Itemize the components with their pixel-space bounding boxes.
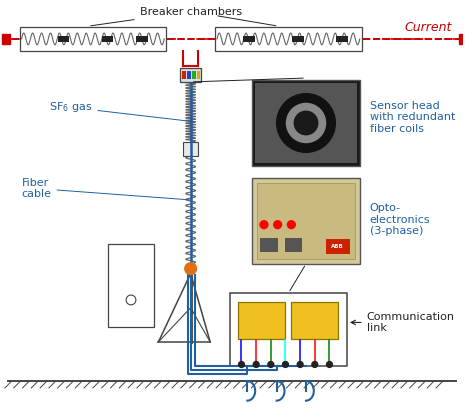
Circle shape — [286, 103, 326, 142]
Circle shape — [283, 362, 288, 368]
Bar — [19, 27, 166, 51]
Bar — [458, 34, 466, 44]
Bar — [136, 36, 147, 42]
Bar — [260, 239, 278, 252]
Bar — [257, 183, 355, 259]
Bar — [102, 36, 113, 42]
Bar — [108, 244, 155, 327]
Bar — [191, 71, 196, 79]
Circle shape — [297, 362, 303, 368]
Text: Breaker chambers: Breaker chambers — [91, 7, 242, 26]
Bar — [326, 239, 350, 254]
Circle shape — [260, 221, 268, 228]
Circle shape — [287, 221, 295, 228]
Bar — [244, 36, 255, 42]
Bar — [58, 36, 69, 42]
Bar — [252, 178, 360, 264]
Circle shape — [268, 362, 274, 368]
Bar — [187, 71, 191, 79]
Text: Sensor head
with redundant
fiber coils: Sensor head with redundant fiber coils — [370, 100, 455, 134]
Circle shape — [294, 111, 318, 135]
Circle shape — [274, 221, 282, 228]
Text: Fiber
cable: Fiber cable — [21, 178, 192, 200]
Bar — [2, 34, 10, 44]
Bar — [215, 27, 362, 51]
Circle shape — [312, 362, 318, 368]
Bar — [292, 36, 304, 42]
Circle shape — [327, 362, 332, 368]
Text: Communication
link: Communication link — [351, 312, 455, 333]
Text: Current: Current — [404, 21, 452, 34]
Circle shape — [277, 94, 335, 152]
Circle shape — [253, 362, 259, 368]
Bar — [183, 142, 199, 156]
Bar — [284, 239, 302, 252]
Bar — [337, 36, 348, 42]
Bar — [197, 71, 201, 79]
Text: ABB: ABB — [331, 244, 344, 249]
Bar — [252, 80, 360, 166]
Text: Opto-
electronics
(3-phase): Opto- electronics (3-phase) — [370, 203, 430, 236]
Bar — [182, 71, 186, 79]
Circle shape — [185, 263, 197, 275]
Bar — [292, 302, 338, 339]
Bar — [180, 68, 201, 82]
Bar — [230, 293, 347, 366]
Bar — [237, 302, 284, 339]
Bar — [255, 83, 357, 163]
Text: SF$_6$ gas: SF$_6$ gas — [49, 100, 194, 122]
Circle shape — [238, 362, 245, 368]
